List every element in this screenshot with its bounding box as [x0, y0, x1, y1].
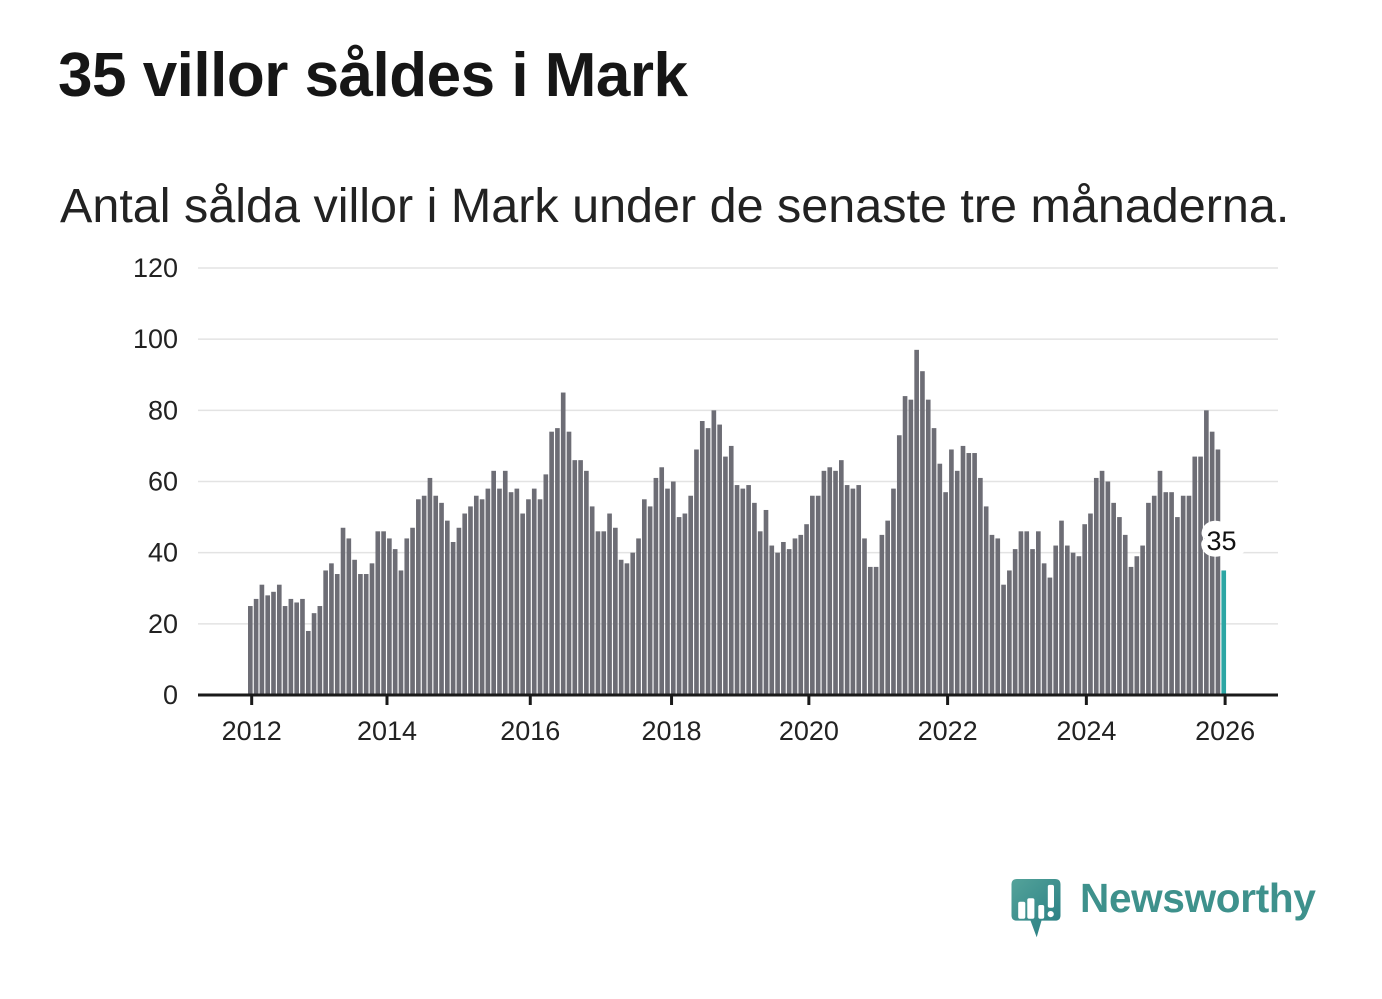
svg-text:2012: 2012 — [222, 716, 282, 746]
svg-text:35: 35 — [1207, 526, 1237, 556]
svg-text:2018: 2018 — [642, 716, 702, 746]
svg-text:120: 120 — [133, 253, 178, 283]
svg-text:20: 20 — [148, 609, 178, 639]
svg-text:100: 100 — [133, 324, 178, 354]
svg-text:60: 60 — [148, 467, 178, 497]
svg-text:2026: 2026 — [1195, 716, 1255, 746]
svg-text:2022: 2022 — [918, 716, 978, 746]
svg-text:0: 0 — [163, 680, 178, 710]
svg-text:80: 80 — [148, 395, 178, 425]
svg-text:2020: 2020 — [779, 716, 839, 746]
svg-text:2024: 2024 — [1056, 716, 1116, 746]
svg-text:2014: 2014 — [357, 716, 417, 746]
svg-text:2016: 2016 — [500, 716, 560, 746]
svg-text:40: 40 — [148, 538, 178, 568]
